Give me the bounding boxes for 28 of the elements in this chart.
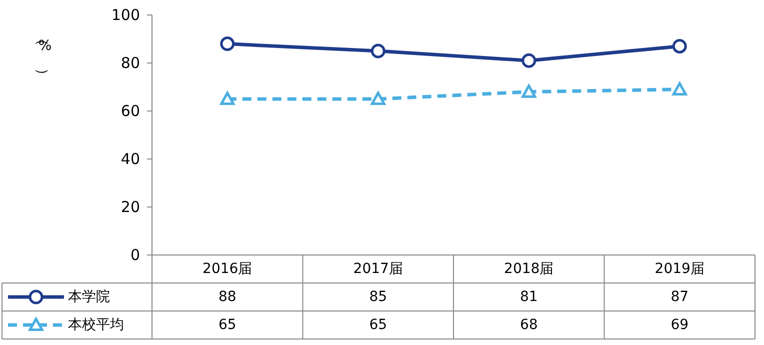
y-tick-label: 80 xyxy=(120,54,140,72)
data-label: 65 xyxy=(369,317,388,333)
point xyxy=(672,82,687,96)
x-tick-label: 2018届 xyxy=(504,261,554,277)
legend-label: 本学院 xyxy=(68,289,110,305)
y-tick-label: 0 xyxy=(130,246,140,264)
y-tick-label: 20 xyxy=(120,198,140,216)
point xyxy=(220,92,235,106)
point xyxy=(522,84,536,98)
data-label: 87 xyxy=(670,289,689,305)
data-label: 65 xyxy=(218,317,236,333)
point xyxy=(220,36,235,52)
legend-label: 本校平均 xyxy=(68,317,124,333)
data-label: 88 xyxy=(218,289,236,305)
point xyxy=(370,44,386,58)
y-tick-label: 60 xyxy=(120,102,140,120)
data-label: 69 xyxy=(670,317,689,333)
data-label: 81 xyxy=(520,289,538,305)
x-tick-label: 2017届 xyxy=(353,261,403,277)
x-tick-label: 2016届 xyxy=(202,261,252,277)
data-label: 68 xyxy=(520,317,538,333)
y-tick-label: 100 xyxy=(111,6,140,24)
point xyxy=(522,53,536,68)
point xyxy=(672,38,687,54)
point xyxy=(370,92,386,106)
x-tick-label: 2019届 xyxy=(654,261,704,277)
data-label: 85 xyxy=(369,289,388,305)
y-tick-label: 40 xyxy=(120,150,140,168)
